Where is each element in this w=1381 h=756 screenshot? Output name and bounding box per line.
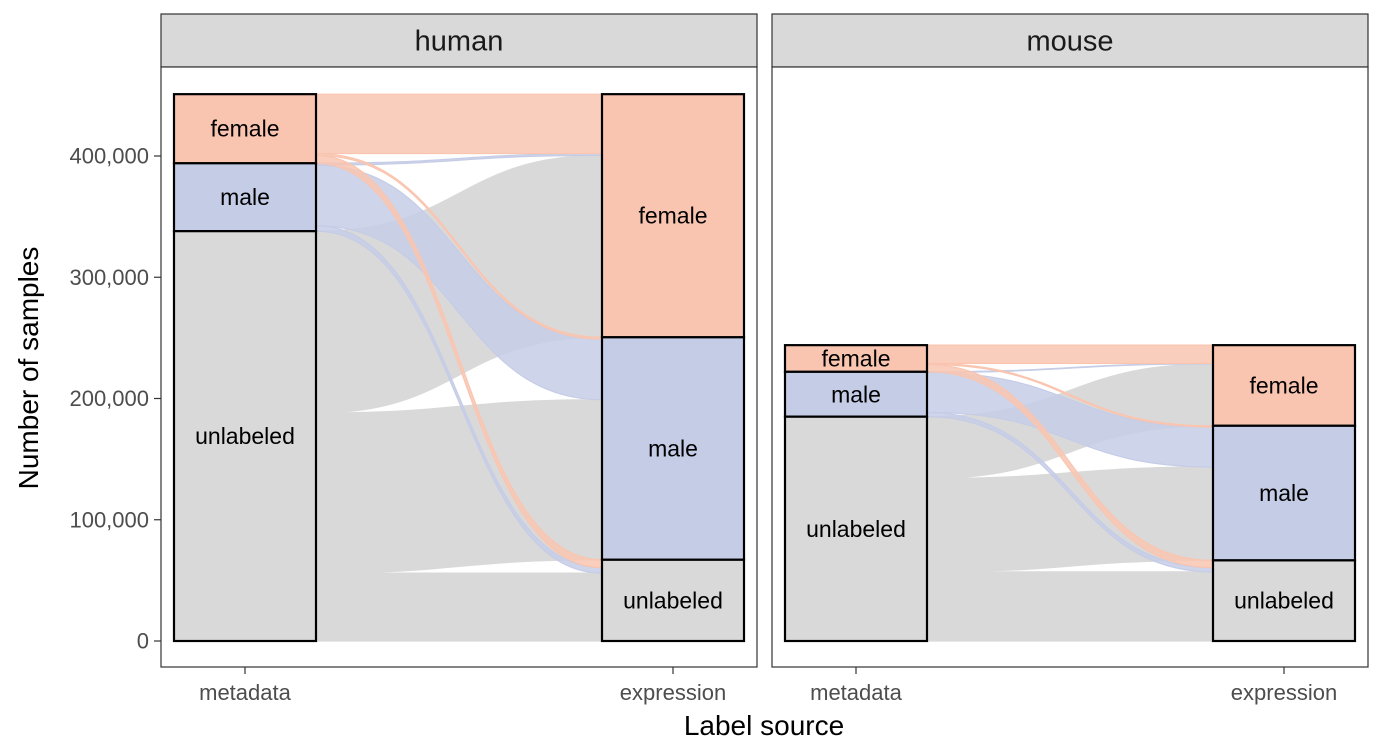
y-axis-title: Number of samples (13, 247, 44, 490)
stratum-label: female (638, 203, 707, 229)
stratum-label: unlabeled (195, 423, 295, 449)
strata-expression: female male unlabeled (600, 93, 746, 643)
facet-label: human (415, 26, 504, 58)
stratum-label: male (1259, 480, 1309, 506)
y-tick-label: 400,000 (69, 144, 149, 169)
stratum-male (783, 370, 929, 418)
facet-panels: human female male unlabeled female male unlabe… (160, 13, 1369, 705)
stratum-female (600, 93, 746, 339)
x-tick-label: metadata (199, 680, 291, 705)
x-tick-label: expression (620, 680, 726, 705)
stratum-label: unlabeled (806, 516, 906, 542)
stratum-unlabeled (783, 415, 929, 643)
panel-frame (160, 66, 758, 668)
stratum-female (1211, 344, 1357, 427)
flow-unlabeled-to-unlabeled (315, 572, 603, 642)
strata-expression: female male unlabeled (1211, 344, 1357, 643)
flows (926, 344, 1214, 642)
stratum-label: unlabeled (1234, 588, 1334, 614)
panel-frame (771, 66, 1369, 668)
y-tick-label: 100,000 (69, 507, 149, 532)
x-tick-label: expression (1231, 680, 1337, 705)
stratum-unlabeled (600, 558, 746, 643)
stratum-label: male (220, 184, 270, 210)
stratum-label: female (210, 116, 279, 142)
y-tick-label: 300,000 (69, 265, 149, 290)
facet-human: human female male unlabeled female male unlabe… (160, 13, 758, 705)
stratum-label: female (821, 345, 890, 371)
stratum-unlabeled (172, 230, 318, 643)
strata-metadata: female male unlabeled (172, 93, 318, 643)
stratum-unlabeled (1211, 559, 1357, 643)
x-tick-label: metadata (810, 680, 902, 705)
strata-metadata: female male unlabeled (783, 344, 929, 643)
flow-female-to-female (315, 93, 603, 155)
stratum-label: male (648, 436, 698, 462)
y-tick-label: 200,000 (69, 386, 149, 411)
y-tick-label: 0 (137, 629, 149, 654)
facet-strip (771, 13, 1369, 68)
flow-female-to-female (926, 344, 1214, 364)
facet-mouse: mouse female male unlabeled female male unlabe… (771, 13, 1369, 705)
flow-unlabeled-to-unlabeled (926, 571, 1214, 642)
stratum-male (1211, 424, 1357, 562)
stratum-label: female (1249, 372, 1318, 398)
stratum-label: male (831, 381, 881, 407)
facet-strip (160, 13, 758, 68)
stratum-label: unlabeled (623, 587, 723, 613)
x-axis-title: Label source (684, 710, 844, 741)
stratum-male (172, 162, 318, 233)
y-axis: 0 100,000 200,000 300,000 400,000 (69, 144, 161, 654)
stratum-male (600, 336, 746, 561)
facet-label: mouse (1026, 26, 1113, 58)
